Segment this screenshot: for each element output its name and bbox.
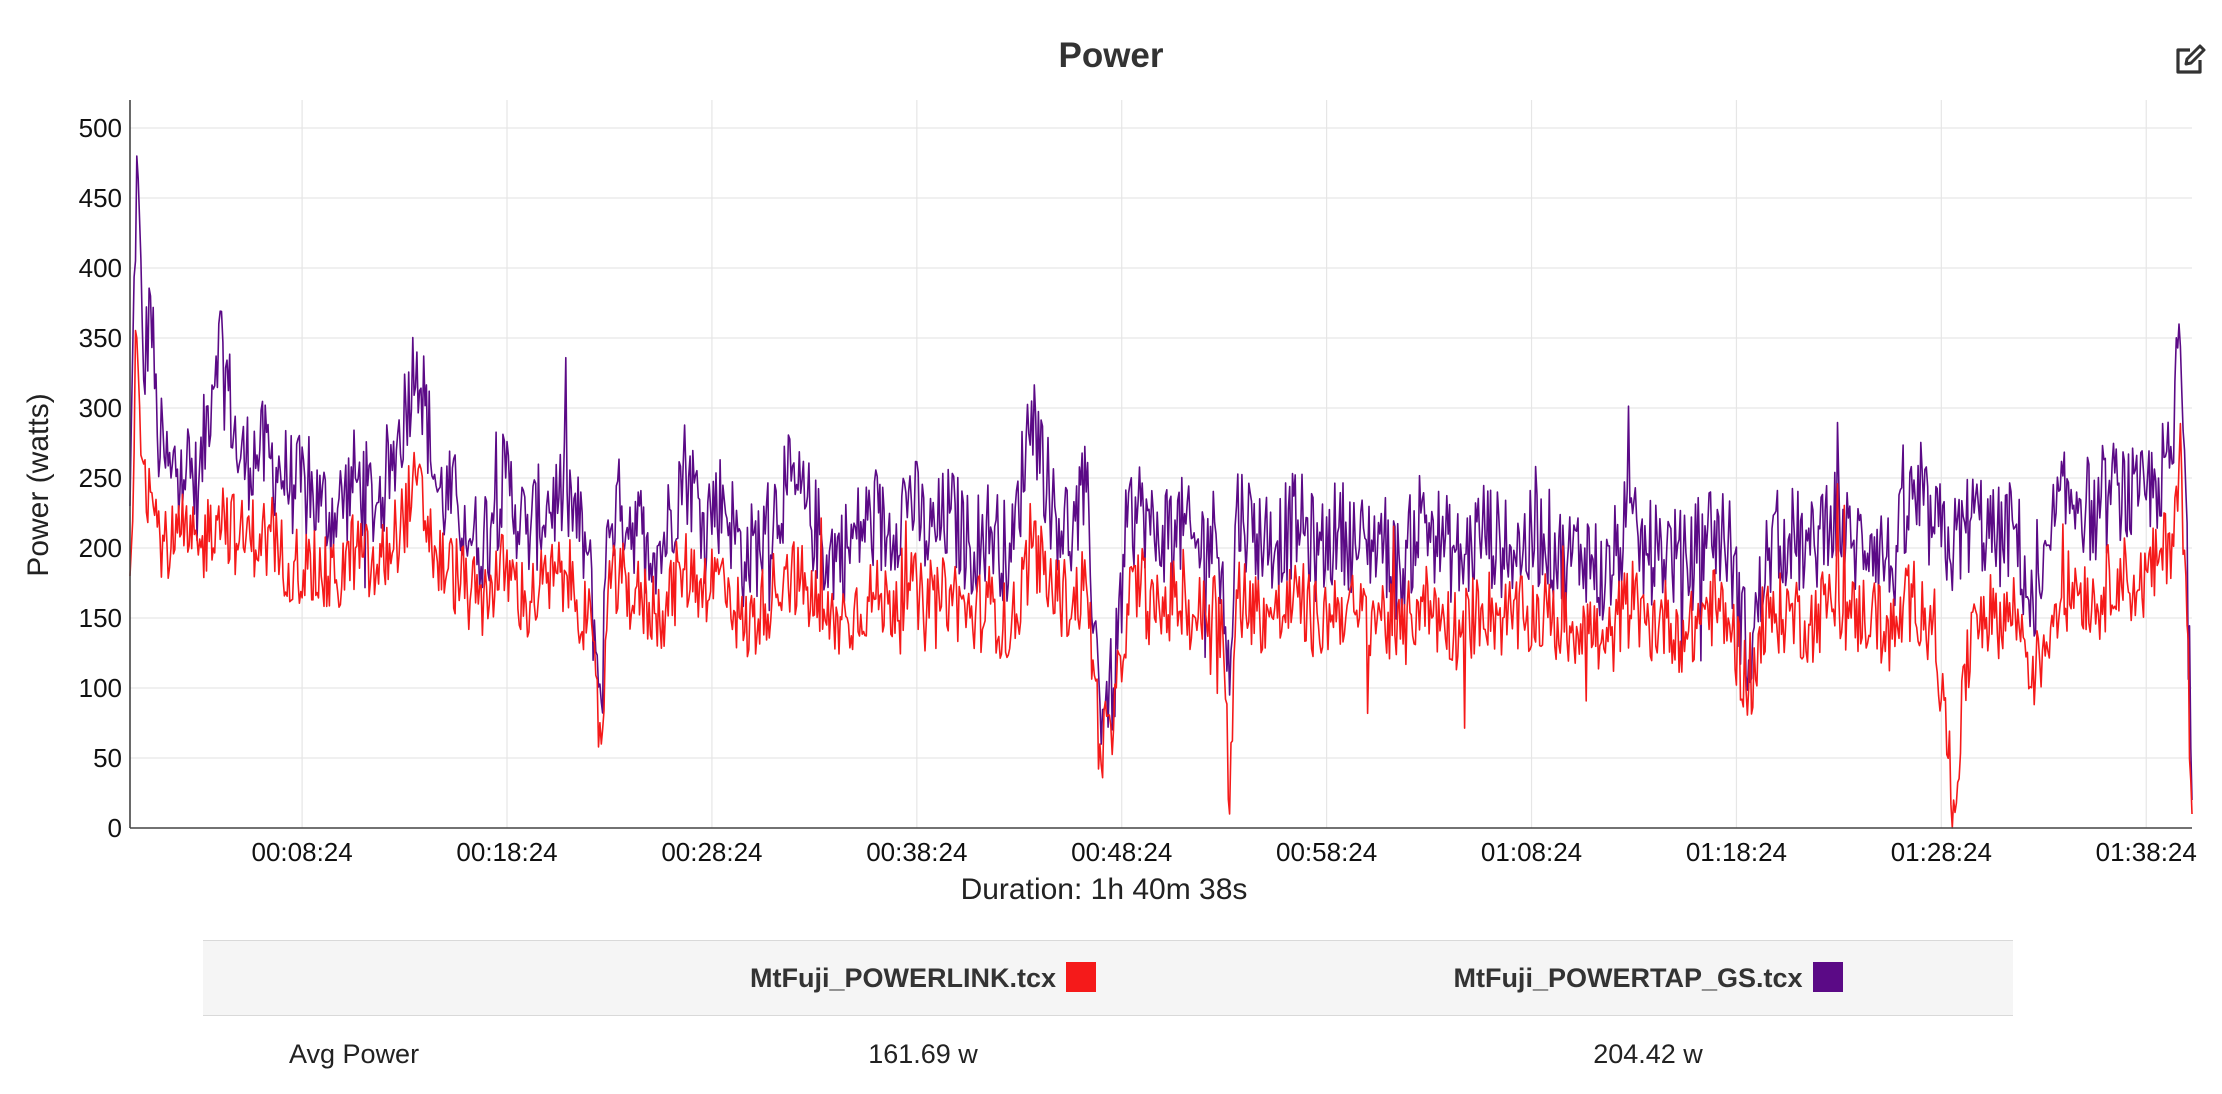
grid-lines (130, 100, 2192, 828)
stats-table: MtFuji_POWERLINK.tcx MtFuji_POWERTAP_GS.… (203, 940, 2013, 1092)
y-tick-label: 500 (79, 113, 122, 143)
y-tick-labels: 0 50 100 150 200 250 300 350 400 450 500 (79, 113, 122, 843)
x-tick-label: 01:28:24 (1891, 837, 1992, 867)
table-header-blank (203, 940, 563, 1016)
y-axis-title: Power (watts) (22, 393, 55, 576)
table-row: Avg Power 161.69 w 204.42 w (203, 1016, 2013, 1093)
y-tick-label: 450 (79, 183, 122, 213)
series-line-powertap (129, 155, 2193, 801)
legend-swatch-powertap (1812, 961, 1843, 992)
y-tick-label: 0 (108, 813, 122, 843)
x-tick-label: 00:28:24 (661, 837, 762, 867)
x-tick-label: 00:18:24 (456, 837, 557, 867)
y-tick-label: 250 (79, 463, 122, 493)
x-tick-label: 00:38:24 (866, 837, 967, 867)
x-tick-label: 00:08:24 (252, 837, 353, 867)
edit-icon[interactable] (2170, 40, 2210, 80)
y-tick-label: 150 (79, 603, 122, 633)
x-tick-labels: 00:08:24 00:18:24 00:28:24 00:38:24 00:48:24… (252, 837, 2197, 867)
table-header-label: MtFuji_POWERTAP_GS.tcx (1453, 962, 1803, 993)
y-tick-label: 400 (79, 253, 122, 283)
x-tick-label: 00:58:24 (1276, 837, 1377, 867)
x-tick-label: 00:48:24 (1071, 837, 1172, 867)
y-tick-label: 350 (79, 323, 122, 353)
chart-title: Power (1058, 36, 1164, 75)
x-axis-title: Duration: 1h 40m 38s (961, 873, 1248, 906)
x-tick-label: 01:38:24 (2096, 837, 2197, 867)
axes (129, 100, 2192, 829)
metric-value-powertap: 204.42 w (1593, 1038, 1703, 1069)
table-header-row: MtFuji_POWERLINK.tcx MtFuji_POWERTAP_GS.… (203, 940, 2013, 1016)
y-tick-label: 200 (79, 533, 122, 563)
x-tick-label: 01:08:24 (1481, 837, 1582, 867)
table-header-label: MtFuji_POWERLINK.tcx (749, 962, 1056, 993)
table-header-powertap: MtFuji_POWERTAP_GS.tcx (1283, 940, 2013, 1016)
table-header-powerlink: MtFuji_POWERLINK.tcx (563, 940, 1283, 1016)
metric-value-powerlink: 161.69 w (868, 1038, 978, 1069)
y-tick-label: 100 (79, 673, 122, 703)
legend-swatch-powerlink (1066, 961, 1096, 992)
y-tick-label: 50 (93, 743, 122, 773)
x-tick-label: 01:18:24 (1686, 837, 1787, 867)
series-lines (129, 155, 2193, 829)
y-tick-label: 300 (79, 393, 122, 423)
metric-label: Avg Power (289, 1038, 420, 1069)
series-line-powerlink (129, 329, 2193, 829)
